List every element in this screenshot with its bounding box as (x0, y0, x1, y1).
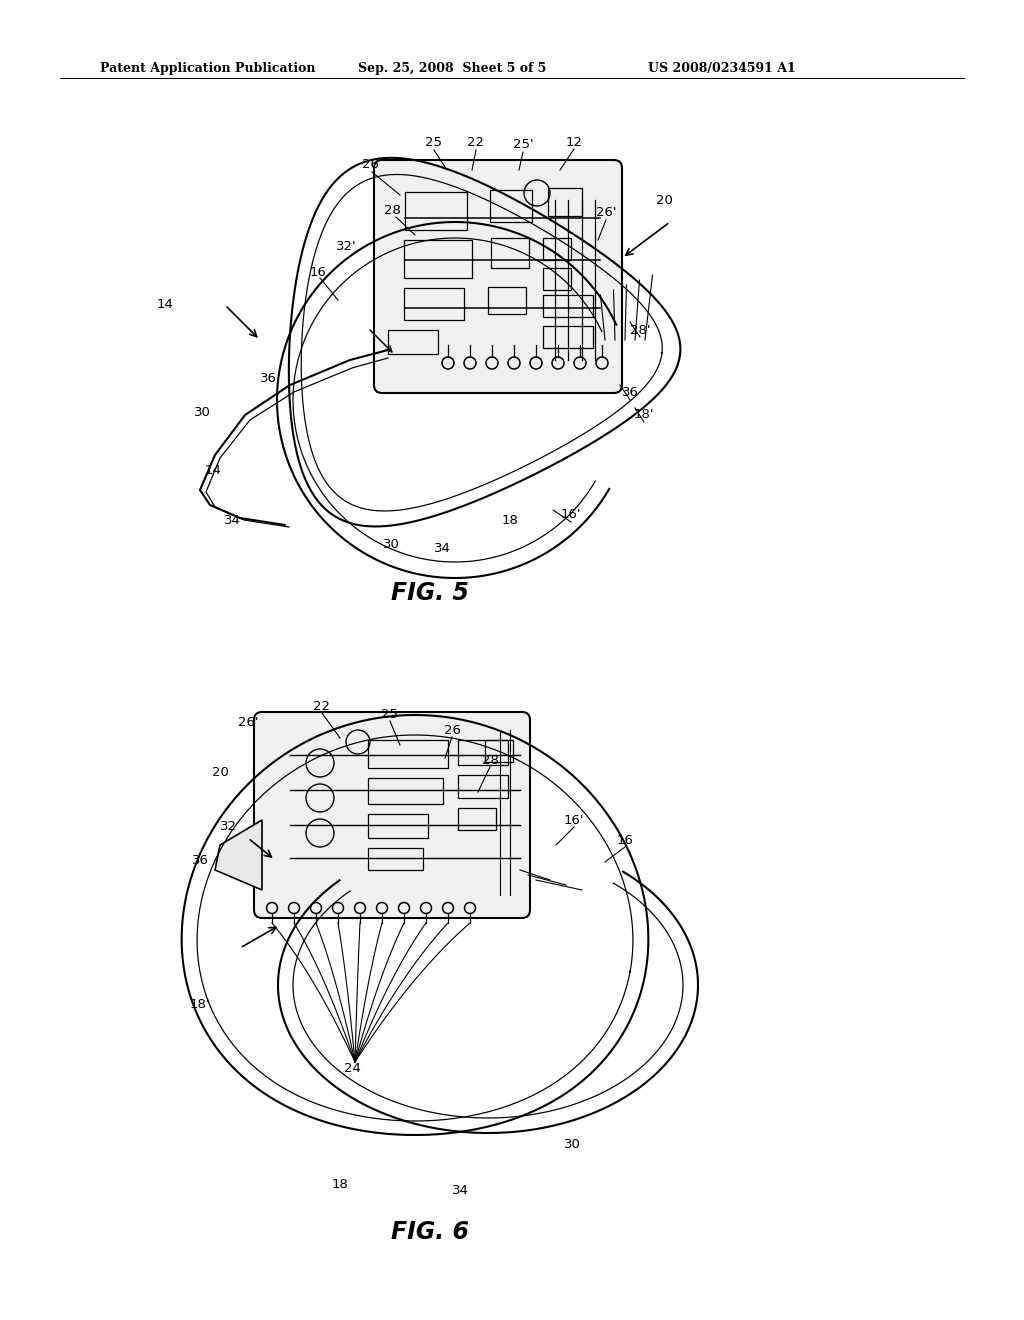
Text: 36: 36 (622, 387, 638, 400)
Text: 26: 26 (443, 723, 461, 737)
Text: 26': 26' (596, 206, 616, 219)
Text: FIG. 6: FIG. 6 (391, 1220, 469, 1243)
Text: Sep. 25, 2008  Sheet 5 of 5: Sep. 25, 2008 Sheet 5 of 5 (358, 62, 547, 75)
Text: 18: 18 (502, 513, 518, 527)
Bar (490, 238, 529, 268)
Text: Patent Application Publication: Patent Application Publication (100, 62, 315, 75)
Text: 36: 36 (191, 854, 209, 866)
Bar (458, 741, 508, 766)
Bar (543, 238, 571, 260)
Text: 26': 26' (238, 715, 258, 729)
Text: 20: 20 (212, 766, 228, 779)
Text: 36: 36 (259, 371, 276, 384)
Text: FIG. 5: FIG. 5 (391, 581, 469, 605)
Bar (543, 294, 593, 317)
Bar (368, 777, 443, 804)
Text: 24: 24 (344, 1061, 360, 1074)
Bar (368, 741, 449, 768)
Text: 18': 18' (189, 998, 210, 1011)
Bar (490, 190, 532, 222)
FancyBboxPatch shape (254, 711, 530, 917)
Text: 18: 18 (332, 1179, 348, 1192)
Text: 34: 34 (452, 1184, 468, 1196)
Text: 25: 25 (426, 136, 442, 149)
Bar (458, 808, 496, 830)
Bar (406, 191, 467, 230)
Text: 22: 22 (313, 700, 331, 713)
Text: 14: 14 (157, 298, 173, 312)
Text: 28': 28' (630, 323, 650, 337)
Bar (368, 847, 423, 870)
Text: 25': 25' (513, 139, 534, 152)
Bar (488, 286, 526, 314)
Text: 26: 26 (361, 158, 379, 172)
Text: 28: 28 (384, 203, 400, 216)
Text: 16: 16 (616, 833, 634, 846)
Text: 28: 28 (481, 754, 499, 767)
Text: US 2008/0234591 A1: US 2008/0234591 A1 (648, 62, 796, 75)
Text: 18': 18' (634, 408, 654, 421)
Bar (368, 814, 428, 838)
Text: 14: 14 (205, 463, 221, 477)
Bar (485, 741, 513, 762)
Text: 32: 32 (219, 820, 237, 833)
Bar (543, 268, 571, 290)
FancyBboxPatch shape (374, 160, 622, 393)
Text: 32': 32' (336, 240, 356, 253)
Text: 30: 30 (383, 539, 399, 552)
Bar (404, 240, 472, 279)
Text: 34: 34 (223, 513, 241, 527)
Text: 25: 25 (382, 708, 398, 721)
Bar (543, 326, 593, 348)
Text: 22: 22 (468, 136, 484, 149)
Text: 12: 12 (565, 136, 583, 149)
Text: 34: 34 (433, 541, 451, 554)
Bar (388, 330, 438, 354)
Text: 16': 16' (561, 508, 582, 521)
Text: 30: 30 (194, 405, 211, 418)
Bar (548, 187, 582, 216)
Text: 16': 16' (564, 813, 585, 826)
Polygon shape (215, 820, 262, 890)
Text: 16: 16 (309, 265, 327, 279)
Bar (404, 288, 464, 319)
Bar (458, 775, 508, 799)
Text: 30: 30 (563, 1138, 581, 1151)
Text: 20: 20 (655, 194, 673, 206)
